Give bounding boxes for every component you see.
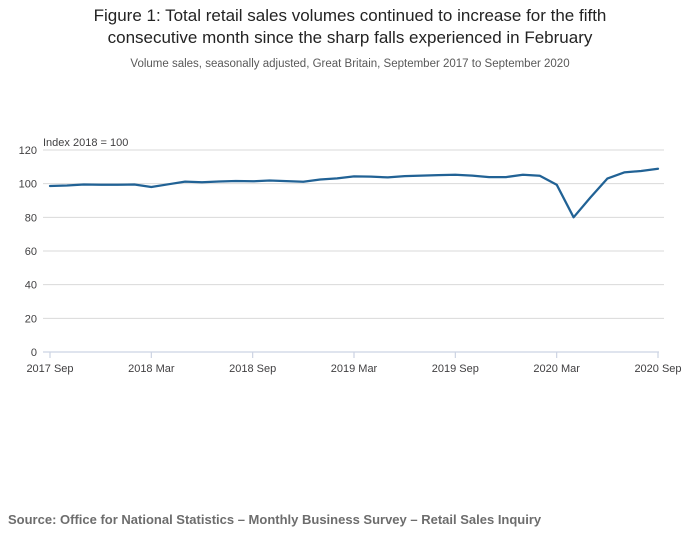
y-axis-label: 20 [25, 313, 37, 325]
x-axis-label: 2019 Mar [331, 363, 378, 375]
x-axis-label: 2019 Sep [432, 363, 479, 375]
y-axis-label: 0 [31, 347, 37, 359]
x-axis-label: 2020 Mar [533, 363, 580, 375]
retail-sales-line [48, 167, 660, 219]
x-axis-label: 2020 Sep [634, 363, 681, 375]
y-axis-label: 100 [19, 179, 37, 191]
y-axis-label: 60 [25, 246, 37, 258]
chart-svg: 0 20 40 60 80 100 120 2017 Sep 2018 Mar 2018 Sep 2… [19, 137, 682, 375]
y-axis-label: 80 [25, 212, 37, 224]
y-axis-label: 40 [25, 280, 37, 292]
y-axis-label: 120 [19, 145, 37, 157]
figure-subtitle: Volume sales, seasonally adjusted, Great… [130, 58, 570, 70]
x-axis-label: 2017 Sep [26, 363, 73, 375]
figure-title: Figure 1: Total retail sales volumes con… [0, 5, 700, 49]
unit-label: Index 2018 = 100 [43, 137, 128, 149]
source-note: Source: Office for National Statistics –… [8, 512, 542, 527]
figure-title-line1: Figure 1: Total retail sales volumes con… [93, 6, 607, 25]
x-axis-label: 2018 Sep [229, 363, 276, 375]
figure-title-line2: consecutive month since the sharp falls … [107, 28, 593, 47]
x-axis-label: 2018 Mar [128, 363, 175, 375]
